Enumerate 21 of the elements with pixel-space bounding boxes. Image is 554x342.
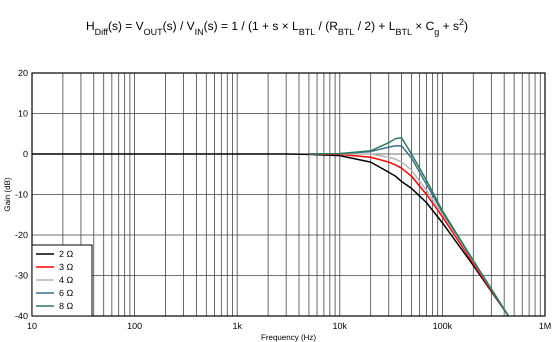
x-tick-label: 1M [538, 321, 552, 331]
x-tick-label: 100k [432, 321, 453, 331]
legend-label: 3 Ω [59, 262, 74, 272]
x-axis-title: Frequency (Hz) [260, 333, 316, 342]
legend-label: 2 Ω [59, 249, 74, 259]
chart-title: H$_{Diff}$(s) = V$_{OUT}$(s) / V$_{IN}$(s) = 1 / (1 + s × L$_{BTL}$ / (R$_{BTL}$ / 2) + L$_{BTL}$ × C$_{g}$ + s$^{2}$) [86, 17, 468, 37]
x-tick-label: 100 [127, 321, 142, 331]
legend-label: 6 Ω [59, 288, 74, 298]
y-tick-label: 20 [18, 68, 28, 78]
y-tick-label: -30 [14, 270, 28, 280]
y-tick-label: 0 [22, 149, 28, 159]
legend-label: 4 Ω [59, 275, 74, 285]
y-tick-label: 10 [18, 108, 28, 118]
y-tick-label: -20 [14, 230, 28, 240]
x-tick-label: 10 [26, 321, 38, 331]
y-axis-title: Gain (dB) [3, 177, 12, 212]
legend-label: 8 Ω [59, 301, 74, 311]
y-tick-label: -40 [14, 311, 28, 321]
y-tick-label: -10 [14, 190, 28, 200]
x-tick-label: 10k [332, 321, 348, 331]
x-tick-label: 1k [232, 321, 242, 331]
